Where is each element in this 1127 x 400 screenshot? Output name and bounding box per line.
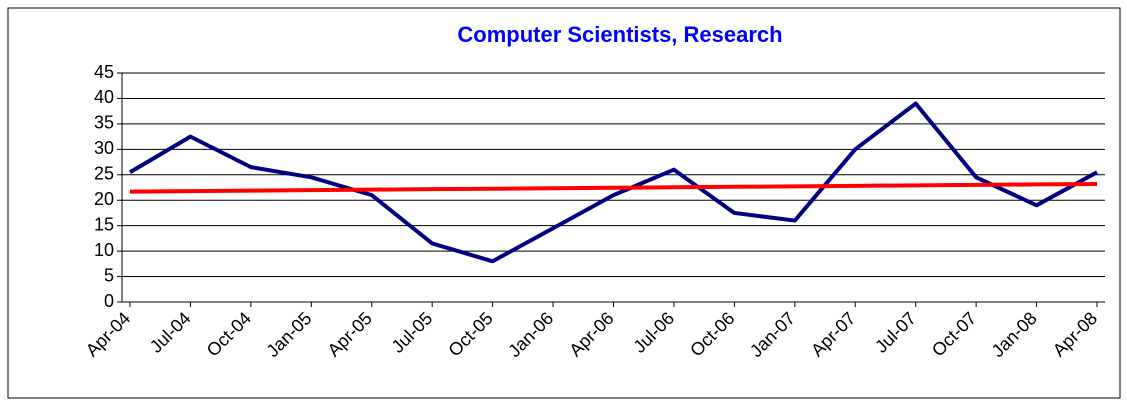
y-tick-label: 0 — [104, 291, 114, 311]
y-tick-label: 40 — [94, 87, 114, 107]
y-tick-label: 5 — [104, 265, 114, 285]
y-tick-label: 30 — [94, 138, 114, 158]
y-tick-label: 20 — [94, 189, 114, 209]
line-series — [128, 101, 1098, 264]
y-tick-label: 35 — [94, 113, 114, 133]
line-series — [129, 181, 1098, 194]
y-tick-label: 25 — [94, 164, 114, 184]
y-tick-label: 45 — [94, 62, 114, 82]
chart-title: Computer Scientists, Research — [457, 22, 782, 47]
y-tick-label: 10 — [94, 240, 114, 260]
y-tick-label: 15 — [94, 214, 114, 234]
